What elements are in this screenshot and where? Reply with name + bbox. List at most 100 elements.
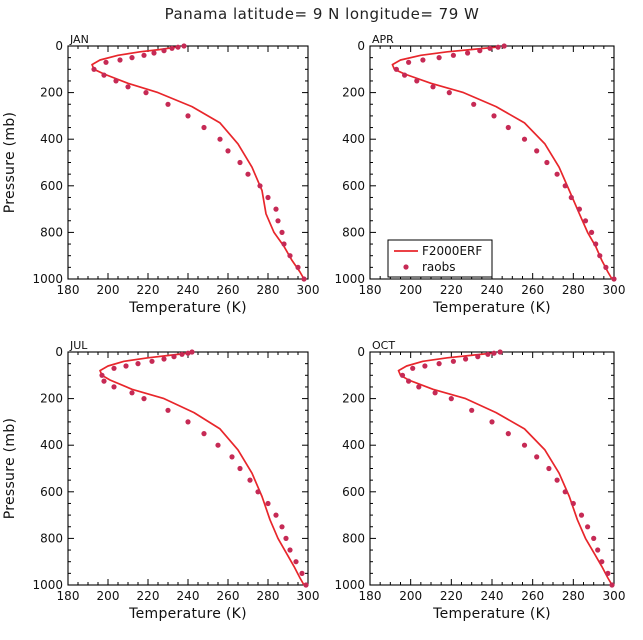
panel-oct-raobs-point [416, 384, 422, 390]
panel-apr-ytick-label: 800 [342, 225, 365, 239]
panel-apr-raobs-point [603, 264, 609, 270]
panel-jul-ytick-label: 0 [55, 345, 63, 359]
panel-jul-raobs-point [135, 361, 141, 367]
panel-oct-raobs-point [605, 570, 611, 577]
panel-oct-raobs-point [578, 512, 585, 518]
panel-oct-raobs-point [475, 354, 481, 360]
panel-apr-ytick-label: 0 [357, 39, 365, 53]
panel-jul-raobs-point [185, 419, 191, 425]
panel-oct-ytick-label: 600 [342, 485, 365, 499]
panel-apr-raobs-point [491, 113, 497, 119]
panel-jan-raobs-point [217, 136, 223, 142]
panel-jan-raobs-point [237, 159, 243, 166]
panel-apr-raobs-point [436, 55, 442, 61]
panel-apr-raobs-point [471, 101, 477, 107]
panel-jul-raobs-point [111, 384, 117, 390]
panel-oct-raobs-point [562, 489, 568, 495]
panel-jul-xtick-label: 240 [177, 589, 200, 603]
panel-jan-raobs-point [165, 101, 171, 107]
panel-jul-ytick-label: 800 [40, 531, 63, 545]
panel-apr-raobs-point [597, 253, 603, 259]
panel-oct-raobs-point [546, 465, 552, 472]
panel-jul-ytick-label: 1000 [32, 578, 63, 592]
panel-oct-raobs-point [489, 419, 495, 425]
panel-jan-raobs-point [265, 194, 271, 201]
panel-jul-raobs-point [101, 378, 107, 384]
panel-apr-xtick-label: 240 [481, 283, 504, 297]
panel-jul-ytick-label: 600 [40, 485, 63, 499]
panel-jul-raobs-point [299, 570, 305, 577]
panel-jul-xtick-label: 200 [97, 589, 120, 603]
panel-apr-raobs-point [582, 218, 589, 224]
panel-jan-raobs-point [125, 84, 131, 90]
panel-apr-xtick-label: 200 [399, 283, 422, 297]
panel-jan-raobs-point [151, 50, 157, 56]
panel-jan-raobs-point [129, 55, 135, 61]
panel-jan-raobs-point [301, 276, 307, 282]
panel-jul-raobs-point [185, 350, 191, 356]
panel-jan-raobs-point [245, 171, 251, 177]
panel-oct-raobs-point [448, 396, 454, 402]
panel-jan-raobs-point [141, 52, 147, 58]
panel-oct-raobs-point [585, 524, 591, 530]
panel-apr-raobs-point [501, 43, 507, 49]
legend-box [387, 239, 493, 278]
panel-apr-raobs-point [534, 148, 540, 154]
panel-jan-raobs-point [201, 124, 207, 131]
panel-apr-raobs-point [414, 78, 420, 84]
panel-jan-raobs-point [113, 78, 119, 84]
panel-jul-raobs-point [265, 500, 271, 507]
panel-jan-raobs-point [273, 206, 279, 212]
panel-jan-xtick-label: 280 [257, 283, 280, 297]
panel-oct-raobs-point [554, 477, 560, 483]
panel-jul-ytick-label: 200 [40, 392, 63, 406]
panel-apr-raobs-point [505, 124, 511, 131]
panel-apr-raobs-point [406, 59, 412, 65]
panel-jan-ytick-label: 600 [40, 179, 63, 193]
panel-jan-raobs-point [275, 218, 281, 224]
panel-jul-xtick-label: 220 [137, 589, 160, 603]
panel-oct-xtick-label: 300 [603, 589, 626, 603]
panel-jul-xlabel: Temperature (K) [128, 606, 247, 622]
panel-oct-raobs-point [591, 535, 597, 542]
panel-oct-raobs-point [491, 350, 497, 356]
panel-jul-xtick-label: 180 [57, 589, 80, 603]
panel-apr-raobs-point [568, 194, 574, 201]
panel-jul-raobs-point [215, 442, 221, 448]
panel-apr-xtick-label: 260 [521, 283, 544, 297]
panel-oct-xtick-label: 260 [521, 589, 544, 603]
panel-jan-raobs-point [281, 241, 287, 247]
panel-oct-raobs-point [450, 358, 456, 364]
panel-oct-raobs-point [436, 361, 442, 367]
panel-oct-raobs-point [406, 378, 412, 384]
panel-oct-ytick-label: 400 [342, 438, 365, 452]
panel-apr-raobs-point [430, 84, 436, 90]
panel-apr-xtick-label: 180 [359, 283, 382, 297]
panel-apr-raobs-point [593, 241, 599, 247]
panel-oct-xtick-label: 180 [359, 589, 382, 603]
panel-jul-raobs-point [111, 365, 117, 371]
panel-jul-xtick-label: 300 [297, 589, 320, 603]
panel-oct-xtick-label: 200 [399, 589, 422, 603]
panel-oct-xtick-label: 240 [481, 589, 504, 603]
panel-oct-raobs-point [521, 442, 528, 448]
panel-oct-raobs-point [609, 582, 615, 588]
panel-apr-raobs-point [393, 66, 399, 72]
panel-jul-raobs-point [273, 512, 279, 518]
panel-oct-frame [369, 351, 615, 586]
panel-jul-raobs-point [201, 431, 207, 437]
panel-jul-label: JUL [69, 339, 88, 352]
panel-apr-raobs-point [450, 52, 456, 58]
panel-jan-raobs-point [169, 45, 175, 51]
panel-jan-xtick-label: 200 [97, 283, 120, 297]
panel-jul-raobs-point [283, 535, 289, 542]
panel-jan-ytick-label: 200 [40, 86, 63, 100]
panel-apr-xtick-label: 300 [603, 283, 626, 297]
panel-jan-label: JAN [69, 33, 89, 46]
panel-jul-raobs-point [141, 396, 147, 402]
panel-apr-ytick-label: 1000 [334, 272, 365, 286]
panel-jul-raobs-point [287, 547, 293, 553]
panel-oct-raobs-point [570, 500, 576, 507]
panel-apr-raobs-point [495, 44, 501, 50]
panel-jan-xtick-label: 260 [217, 283, 240, 297]
